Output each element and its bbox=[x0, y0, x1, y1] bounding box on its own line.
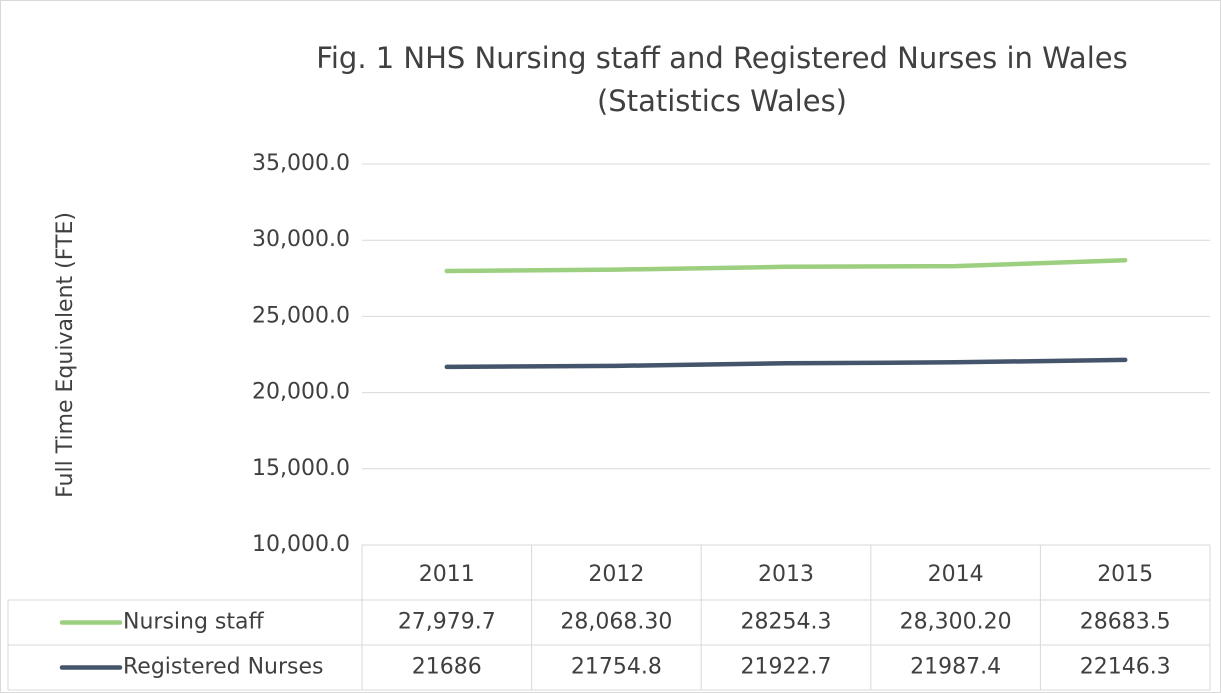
table-cell: 28,300.20 bbox=[900, 610, 1012, 635]
y-axis-label: Full Time Equivalent (FTE) bbox=[53, 212, 78, 498]
x-tick-label: 2014 bbox=[928, 562, 984, 587]
table-cell: 21686 bbox=[412, 655, 482, 680]
line-series bbox=[444, 357, 1128, 370]
y-tick-label: 10,000.0 bbox=[252, 532, 350, 557]
y-tick-label: 30,000.0 bbox=[252, 227, 350, 252]
x-tick-label: 2012 bbox=[588, 562, 644, 587]
x-tick-label: 2015 bbox=[1097, 562, 1153, 587]
table-cell: 21987.4 bbox=[910, 655, 1001, 680]
y-tick-label: 35,000.0 bbox=[252, 151, 350, 176]
table-cell: 28,068.30 bbox=[560, 610, 672, 635]
chart-title: Fig. 1 NHS Nursing staff and Registered … bbox=[316, 41, 1127, 75]
table-cell: 21922.7 bbox=[741, 655, 832, 680]
table-cell: 27,979.7 bbox=[398, 610, 496, 635]
y-tick-label: 15,000.0 bbox=[252, 456, 350, 481]
table-cell: 28254.3 bbox=[741, 610, 832, 635]
table-cell: 28683.5 bbox=[1080, 610, 1171, 635]
legend-label: Nursing staff bbox=[123, 610, 264, 635]
line-series bbox=[444, 258, 1128, 274]
x-tick-label: 2013 bbox=[758, 562, 814, 587]
y-tick-label: 20,000.0 bbox=[252, 380, 350, 405]
table-cell: 22146.3 bbox=[1080, 655, 1171, 680]
table-cell: 21754.8 bbox=[571, 655, 662, 680]
chart-subtitle: (Statistics Wales) bbox=[597, 84, 847, 118]
legend-label: Registered Nurses bbox=[123, 655, 324, 680]
y-tick-label: 25,000.0 bbox=[252, 303, 350, 328]
x-tick-label: 2011 bbox=[419, 562, 475, 587]
